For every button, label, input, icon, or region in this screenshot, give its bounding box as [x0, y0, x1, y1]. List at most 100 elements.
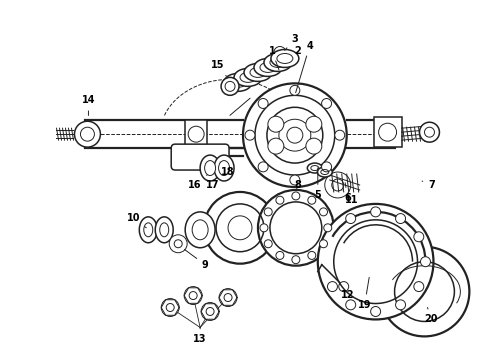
- Bar: [185, 120, 207, 148]
- Circle shape: [292, 192, 300, 200]
- Circle shape: [268, 116, 284, 132]
- Circle shape: [184, 287, 202, 305]
- Circle shape: [264, 208, 272, 216]
- Circle shape: [243, 84, 347, 187]
- Ellipse shape: [318, 167, 332, 177]
- Circle shape: [327, 282, 338, 292]
- Text: 11: 11: [342, 190, 359, 205]
- Circle shape: [379, 123, 396, 141]
- Text: 7: 7: [422, 180, 435, 190]
- Circle shape: [308, 251, 316, 260]
- Circle shape: [370, 306, 381, 316]
- Circle shape: [204, 192, 276, 264]
- Ellipse shape: [254, 58, 282, 76]
- Circle shape: [325, 172, 351, 198]
- Ellipse shape: [244, 63, 272, 81]
- Circle shape: [221, 77, 239, 95]
- Text: 10: 10: [126, 213, 147, 228]
- Circle shape: [346, 213, 356, 224]
- Circle shape: [264, 240, 272, 248]
- Ellipse shape: [205, 161, 216, 176]
- Ellipse shape: [214, 155, 234, 181]
- Ellipse shape: [264, 54, 292, 71]
- Ellipse shape: [224, 73, 252, 91]
- Circle shape: [258, 99, 268, 108]
- Circle shape: [306, 138, 322, 154]
- Circle shape: [201, 302, 219, 320]
- Circle shape: [258, 162, 268, 172]
- Circle shape: [424, 127, 435, 137]
- Ellipse shape: [139, 217, 157, 243]
- Text: 3: 3: [285, 33, 298, 50]
- Ellipse shape: [230, 77, 246, 87]
- Circle shape: [260, 224, 268, 232]
- Ellipse shape: [160, 223, 169, 237]
- Circle shape: [161, 298, 179, 316]
- Circle shape: [258, 190, 334, 266]
- Text: 15: 15: [211, 60, 226, 76]
- Circle shape: [319, 240, 327, 248]
- Ellipse shape: [307, 163, 322, 173]
- Circle shape: [169, 235, 187, 253]
- Circle shape: [321, 99, 332, 108]
- Circle shape: [395, 300, 406, 310]
- Ellipse shape: [270, 58, 286, 67]
- Ellipse shape: [240, 72, 256, 82]
- Circle shape: [321, 162, 332, 172]
- Ellipse shape: [200, 155, 220, 181]
- Circle shape: [276, 196, 284, 204]
- Circle shape: [74, 121, 100, 147]
- Circle shape: [290, 175, 300, 185]
- Circle shape: [245, 130, 255, 140]
- Circle shape: [308, 196, 316, 204]
- Circle shape: [335, 130, 345, 140]
- Text: 20: 20: [425, 307, 438, 324]
- Text: 1: 1: [269, 45, 279, 70]
- Circle shape: [290, 85, 300, 95]
- Text: 17: 17: [206, 175, 222, 190]
- Circle shape: [414, 282, 424, 292]
- Text: 6: 6: [344, 183, 351, 203]
- Text: 9: 9: [184, 249, 208, 270]
- Bar: [374, 117, 401, 147]
- Circle shape: [219, 289, 237, 306]
- Circle shape: [319, 208, 327, 216]
- Ellipse shape: [155, 217, 173, 243]
- Ellipse shape: [277, 54, 293, 63]
- Ellipse shape: [234, 68, 262, 86]
- Text: 2: 2: [285, 45, 301, 59]
- Text: 16: 16: [188, 175, 207, 190]
- Ellipse shape: [250, 67, 266, 77]
- Circle shape: [414, 232, 424, 242]
- Text: 5: 5: [315, 168, 321, 200]
- Circle shape: [80, 127, 95, 141]
- Circle shape: [274, 46, 286, 58]
- Circle shape: [318, 204, 434, 319]
- Text: 19: 19: [358, 277, 371, 310]
- Ellipse shape: [271, 50, 299, 67]
- Circle shape: [380, 247, 469, 336]
- Circle shape: [268, 138, 284, 154]
- Circle shape: [225, 81, 235, 91]
- Ellipse shape: [185, 212, 215, 248]
- Text: 13: 13: [194, 328, 207, 345]
- Ellipse shape: [144, 223, 153, 237]
- Circle shape: [420, 257, 431, 267]
- Circle shape: [292, 256, 300, 264]
- Circle shape: [306, 116, 322, 132]
- Text: 4: 4: [295, 41, 313, 93]
- Text: 12: 12: [340, 284, 354, 300]
- Circle shape: [276, 251, 284, 260]
- Circle shape: [188, 126, 204, 142]
- Circle shape: [324, 224, 332, 232]
- Text: 8: 8: [294, 180, 301, 190]
- FancyBboxPatch shape: [171, 144, 229, 170]
- Ellipse shape: [260, 62, 276, 72]
- Circle shape: [339, 282, 349, 292]
- Text: 18: 18: [220, 162, 235, 177]
- Ellipse shape: [219, 161, 229, 176]
- Circle shape: [419, 122, 440, 142]
- Circle shape: [346, 300, 356, 310]
- Circle shape: [395, 213, 406, 224]
- Text: 14: 14: [82, 95, 95, 116]
